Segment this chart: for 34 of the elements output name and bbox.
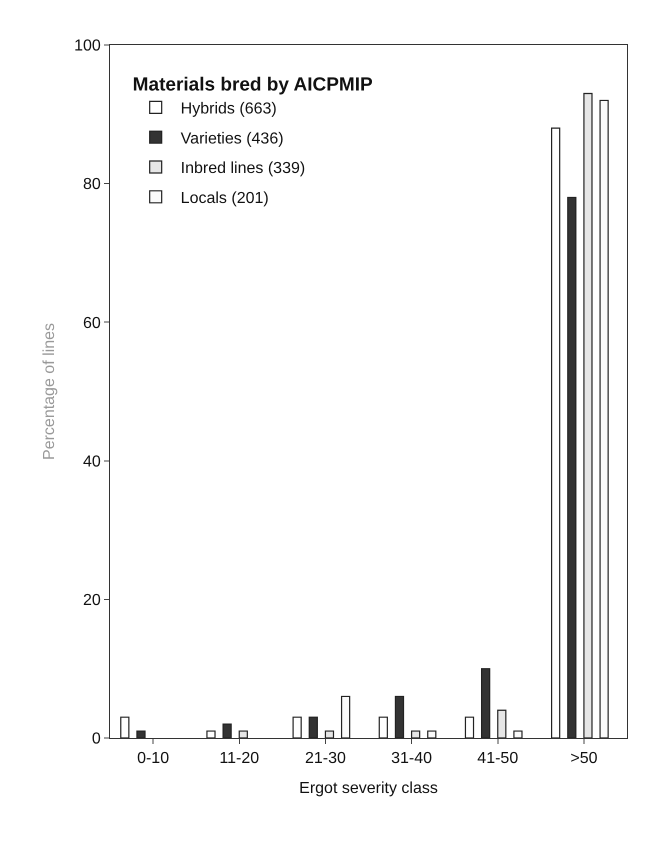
bar: [292, 716, 302, 738]
bar: [340, 696, 350, 738]
bar: [427, 730, 436, 738]
x-tick-label: 41-50: [477, 750, 518, 768]
bar: [583, 92, 593, 738]
x-tick-label: 21-30: [304, 750, 346, 768]
x-tick-label: >50: [570, 750, 598, 768]
y-axis-title: Percentage of lines: [40, 323, 58, 460]
y-tick-label: 80: [83, 176, 101, 194]
bar: [497, 710, 506, 738]
bar: [120, 716, 130, 738]
x-tick-label: 11-20: [219, 750, 260, 768]
bar: [599, 100, 609, 738]
y-tick-label: 20: [83, 592, 101, 609]
y-tick-label: 60: [83, 314, 101, 332]
bar: [410, 730, 420, 738]
legend-label: Varieties (436): [180, 130, 284, 148]
bar: [464, 716, 474, 738]
y-tick-label: 100: [74, 38, 101, 55]
legend-label: Locals (201): [180, 190, 269, 208]
y-tick-label: 40: [83, 453, 101, 470]
y-tick-label: 0: [92, 730, 101, 748]
bar: [513, 730, 523, 738]
x-tick-label: 0-10: [137, 750, 170, 768]
legend-label: Inbred lines (339): [180, 160, 306, 178]
bar: [378, 716, 388, 738]
bar: [206, 730, 216, 738]
x-axis-title: Ergot severity class: [299, 780, 438, 797]
bar: [324, 730, 334, 738]
x-tick-label: 31-40: [391, 750, 432, 768]
bar: [551, 128, 560, 738]
bar: [238, 730, 248, 738]
legend-title: Materials bred by AICPMIP: [132, 74, 374, 96]
legend-label: Hybrids (663): [180, 100, 277, 118]
